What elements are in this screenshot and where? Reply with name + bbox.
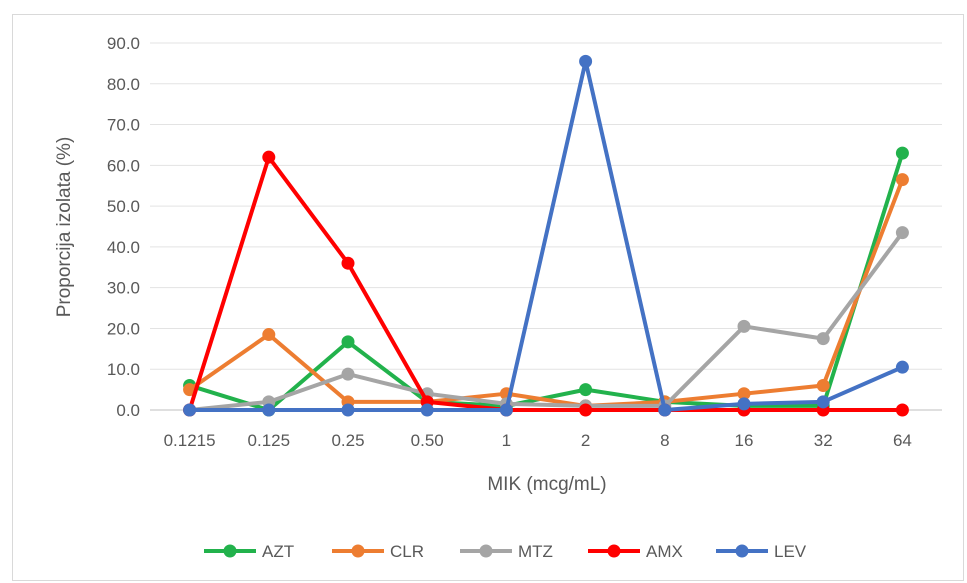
gridlines: [150, 42, 942, 411]
series-amx: [183, 150, 909, 417]
y-tick-label: 90.0: [107, 34, 140, 53]
data-point: [262, 328, 276, 342]
legend-marker: [607, 544, 621, 558]
series-line: [187, 59, 905, 412]
legend-marker: [351, 544, 365, 558]
data-point: [341, 367, 355, 381]
data-point: [579, 403, 593, 417]
y-tick-label: 50.0: [107, 197, 140, 216]
data-point: [183, 403, 197, 417]
x-tick-label: 8: [660, 431, 669, 450]
y-axis-ticks: 0.0 10.0 20.0 30.0 40.0 50.0 60.0 70.0 80.0 90.0: [107, 34, 140, 420]
data-point: [895, 403, 909, 417]
data-point: [895, 360, 909, 374]
legend-item-clr: CLR: [332, 542, 424, 561]
data-point: [579, 383, 593, 397]
data-point: [579, 54, 593, 68]
x-tick-label: 16: [735, 431, 754, 450]
y-axis-title: Proporcija izolata (%): [54, 137, 75, 318]
legend-item-lev: LEV: [716, 542, 807, 561]
data-point: [816, 332, 830, 346]
y-tick-label: 60.0: [107, 156, 140, 175]
data-point: [895, 146, 909, 160]
legend-item-azt: AZT: [204, 542, 294, 561]
y-tick-label: 70.0: [107, 116, 140, 135]
x-tick-label: 0.1215: [164, 431, 216, 450]
legend: AZT CLR MTZ AMX LEV: [204, 542, 807, 561]
legend-item-mtz: MTZ: [460, 542, 553, 561]
data-point: [895, 173, 909, 187]
y-tick-label: 40.0: [107, 238, 140, 257]
legend-marker: [479, 544, 493, 558]
legend-label: AMX: [646, 542, 683, 561]
y-tick-label: 20.0: [107, 319, 140, 338]
data-point: [341, 335, 355, 349]
x-axis-ticks: 0.1215 0.125 0.25 0.50 1 2 8 16 32 64: [164, 431, 912, 450]
x-axis-title: MIK (mcg/mL): [487, 474, 606, 495]
series-group: [183, 54, 909, 417]
data-point: [341, 403, 355, 417]
x-tick-label: 0.25: [331, 431, 364, 450]
data-point: [737, 397, 751, 411]
x-tick-label: 64: [893, 431, 912, 450]
series-line: [187, 230, 905, 412]
data-point: [816, 395, 830, 409]
data-point: [737, 319, 751, 333]
x-tick-label: 2: [581, 431, 590, 450]
legend-label: LEV: [774, 542, 807, 561]
y-tick-label: 30.0: [107, 279, 140, 298]
legend-label: CLR: [390, 542, 424, 561]
data-point: [499, 403, 513, 417]
y-tick-label: 80.0: [107, 75, 140, 94]
legend-item-amx: AMX: [588, 542, 683, 561]
data-point: [262, 150, 276, 164]
data-point: [183, 383, 197, 397]
series-clr: [183, 173, 909, 413]
y-tick-label: 0.0: [116, 401, 140, 420]
series-line: [187, 155, 905, 412]
chart-frame: [12, 14, 964, 581]
data-point: [816, 379, 830, 393]
data-point: [737, 387, 751, 401]
data-point: [895, 226, 909, 240]
data-point: [262, 403, 276, 417]
data-point: [341, 256, 355, 270]
data-point: [420, 403, 434, 417]
legend-label: AZT: [262, 542, 294, 561]
x-tick-label: 0.125: [248, 431, 291, 450]
series-lev: [183, 54, 909, 417]
data-point: [658, 403, 672, 417]
legend-marker: [223, 544, 237, 558]
x-tick-label: 32: [814, 431, 833, 450]
x-tick-label: 1: [502, 431, 511, 450]
x-tick-label: 0.50: [411, 431, 444, 450]
legend-marker: [735, 544, 749, 558]
y-tick-label: 10.0: [107, 360, 140, 379]
legend-label: MTZ: [518, 542, 553, 561]
series-line: [187, 177, 905, 408]
series-line: [187, 151, 905, 412]
